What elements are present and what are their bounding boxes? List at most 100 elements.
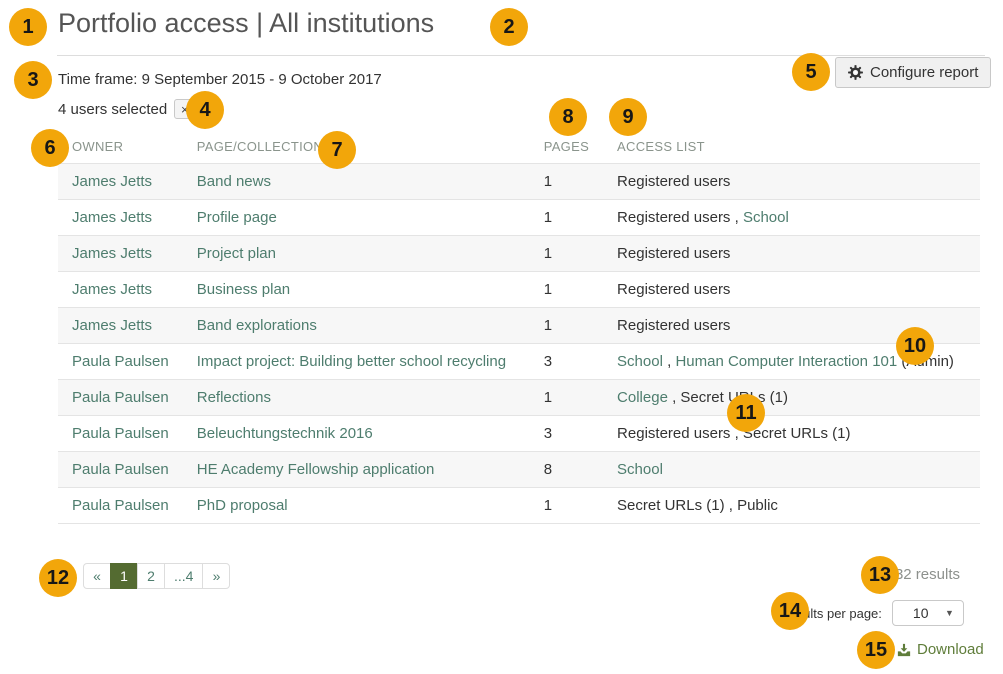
owner-cell: Paula Paulsen bbox=[58, 451, 183, 488]
callout-10: 10 bbox=[896, 327, 934, 365]
page-collection-cell: HE Academy Fellowship application bbox=[182, 451, 530, 488]
callout-8: 8 bbox=[549, 98, 587, 136]
title-divider bbox=[57, 55, 985, 56]
access-text: Registered users bbox=[617, 173, 731, 190]
owner-link[interactable]: James Jetts bbox=[72, 245, 153, 262]
access-group-link[interactable]: School bbox=[617, 461, 663, 478]
owner-link[interactable]: James Jetts bbox=[72, 317, 153, 334]
table-row: James Jetts Band explorations 1 Registered … bbox=[58, 307, 980, 344]
callout-7: 7 bbox=[318, 131, 356, 169]
page-collection-cell: Impact project: Building better school r… bbox=[182, 343, 530, 380]
close-icon: × bbox=[180, 101, 189, 117]
owner-cell: James Jetts bbox=[58, 235, 183, 272]
page-collection-cell: Project plan bbox=[182, 235, 530, 272]
configure-report-button[interactable]: Configure report bbox=[835, 57, 992, 88]
owner-link[interactable]: Paula Paulsen bbox=[72, 425, 169, 442]
owner-cell: Paula Paulsen bbox=[58, 379, 183, 416]
owner-link[interactable]: James Jetts bbox=[72, 281, 153, 298]
pages-count: 8 bbox=[529, 451, 604, 488]
table-row: Paula Paulsen Beleuchtungstechnik 2016 3 Re… bbox=[58, 415, 980, 452]
pages-count: 1 bbox=[529, 487, 604, 524]
page-collection-cell: Band news bbox=[182, 163, 530, 200]
page-collection-cell: Reflections bbox=[182, 379, 530, 416]
results-per-page-select[interactable]: 10 ▼ bbox=[891, 600, 964, 626]
page-link[interactable]: PhD proposal bbox=[196, 497, 288, 514]
access-text: Registered users , bbox=[617, 209, 743, 226]
access-list-cell: School bbox=[603, 451, 980, 488]
callout-1: 1 bbox=[9, 8, 47, 46]
table-row: James Jetts Profile page 1 Registered users… bbox=[58, 199, 980, 236]
access-text: Registered users bbox=[617, 317, 731, 334]
users-selected-row: 4 users selected × bbox=[58, 99, 196, 119]
callout-3: 3 bbox=[14, 61, 52, 99]
access-text: , bbox=[662, 353, 676, 370]
owner-link[interactable]: Paula Paulsen bbox=[72, 497, 169, 514]
download-label: Download bbox=[917, 641, 984, 658]
pages-count: 1 bbox=[529, 199, 604, 236]
users-selected-text: 4 users selected bbox=[58, 100, 168, 118]
table-row: James Jetts Business plan 1 Registered user… bbox=[58, 271, 980, 308]
pages-count: 1 bbox=[529, 379, 604, 416]
column-header-owner: OWNER bbox=[72, 139, 124, 154]
download-link[interactable]: Download bbox=[897, 641, 984, 658]
pagination-page-1[interactable]: 1 bbox=[110, 563, 138, 589]
owner-link[interactable]: Paula Paulsen bbox=[72, 389, 169, 406]
portfolio-access-table: OWNER PAGE/COLLECTION PAGES ACCESS LIST … bbox=[58, 130, 980, 524]
access-list-cell: Secret URLs (1) , Public bbox=[603, 487, 980, 524]
access-group-link[interactable]: School bbox=[617, 353, 663, 370]
callout-14: 14 bbox=[771, 592, 809, 630]
table-row: James Jetts Band news 1 Registered users bbox=[58, 163, 980, 200]
callout-11: 11 bbox=[727, 394, 765, 432]
owner-link[interactable]: Paula Paulsen bbox=[72, 353, 169, 370]
page-link[interactable]: Business plan bbox=[196, 281, 291, 298]
pagination-prev[interactable]: « bbox=[83, 563, 111, 589]
page-link[interactable]: Project plan bbox=[196, 245, 276, 262]
gear-icon bbox=[848, 65, 863, 80]
access-text: , Secret URLs (1) bbox=[667, 389, 788, 406]
access-group-link[interactable]: School bbox=[742, 209, 789, 226]
pagination-page-4[interactable]: ...4 bbox=[164, 563, 204, 589]
access-list-cell: Registered users bbox=[603, 163, 980, 200]
owner-link[interactable]: James Jetts bbox=[72, 173, 153, 190]
access-list-cell: College , Secret URLs (1) bbox=[603, 379, 980, 416]
owner-link[interactable]: Paula Paulsen bbox=[72, 461, 169, 478]
owner-cell: Paula Paulsen bbox=[58, 343, 183, 380]
page-collection-cell: PhD proposal bbox=[182, 487, 530, 524]
callout-9: 9 bbox=[609, 98, 647, 136]
owner-link[interactable]: James Jetts bbox=[72, 209, 153, 226]
table-row: Paula Paulsen Impact project: Building be… bbox=[58, 343, 980, 380]
access-list-cell: Registered users , Secret URLs (1) bbox=[603, 415, 980, 452]
pages-count: 3 bbox=[529, 415, 604, 452]
pages-count: 1 bbox=[529, 307, 604, 344]
dropdown-arrow-icon: ▼ bbox=[944, 608, 954, 618]
column-header-access-list: ACCESS LIST bbox=[617, 139, 705, 154]
pagination-page-2[interactable]: 2 bbox=[137, 563, 165, 589]
page-link[interactable]: Band news bbox=[196, 173, 271, 190]
pagination-next[interactable]: » bbox=[202, 563, 231, 589]
page-link[interactable]: Reflections bbox=[196, 389, 271, 406]
callout-2: 2 bbox=[490, 8, 528, 46]
access-group-link[interactable]: College bbox=[617, 389, 668, 406]
access-group-link[interactable]: Human Computer Interaction 101 bbox=[675, 353, 898, 370]
pages-count: 1 bbox=[529, 235, 604, 272]
table-row: Paula Paulsen Reflections 1 College , Secre… bbox=[58, 379, 980, 416]
time-frame-text: Time frame: 9 September 2015 - 9 October… bbox=[58, 71, 382, 88]
pages-count: 1 bbox=[529, 163, 604, 200]
column-header-page-collection: PAGE/COLLECTION bbox=[196, 139, 324, 154]
owner-cell: James Jetts bbox=[58, 163, 183, 200]
page-link[interactable]: Profile page bbox=[196, 209, 277, 226]
download-icon bbox=[897, 643, 911, 657]
pages-count: 3 bbox=[529, 343, 604, 380]
callout-4: 4 bbox=[186, 91, 224, 129]
callout-13: 13 bbox=[861, 556, 899, 594]
page-link[interactable]: Impact project: Building better school r… bbox=[196, 353, 507, 370]
page-link[interactable]: Beleuchtungstechnik 2016 bbox=[196, 425, 373, 442]
owner-cell: James Jetts bbox=[58, 271, 183, 308]
access-text: Registered users bbox=[617, 245, 731, 262]
page-link[interactable]: Band explorations bbox=[196, 317, 317, 334]
callout-6: 6 bbox=[31, 129, 69, 167]
owner-cell: James Jetts bbox=[58, 199, 183, 236]
page-link[interactable]: HE Academy Fellowship application bbox=[196, 461, 435, 478]
column-header-pages: PAGES bbox=[543, 139, 590, 154]
